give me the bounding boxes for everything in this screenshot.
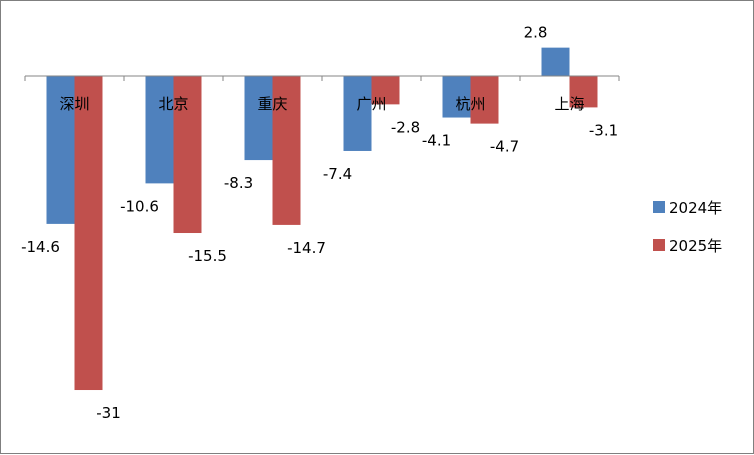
category-label-2: 北京 (158, 95, 188, 113)
bar-2-6 (569, 76, 598, 108)
value-label-1-3: -8.3 (224, 174, 253, 192)
bar-1-5 (442, 76, 471, 118)
category-label-4: 广州 (356, 95, 386, 113)
bar-2-1 (74, 76, 103, 391)
value-label-2-5: -4.7 (490, 138, 519, 156)
bar-1-4 (343, 76, 372, 151)
value-label-2-2: -15.5 (188, 247, 227, 265)
legend-label-2: 2025年 (669, 237, 722, 255)
plot-area: -14.6 -10.6 -8.3 -7.4 -4.1 2.8 -31 -15.5 -14.7 -2… (21, 24, 620, 422)
legend-label-1: 2024年 (669, 199, 722, 217)
value-label-1-5: -4.1 (422, 132, 451, 150)
value-label-2-3: -14.7 (287, 239, 326, 257)
bar-1-6 (541, 47, 570, 76)
legend: 2024年 2025年 (653, 199, 722, 255)
bar-2-4 (371, 76, 400, 105)
category-label-1: 深圳 (59, 95, 89, 113)
value-label-2-4: -2.8 (391, 118, 420, 136)
bar-1-2 (145, 76, 174, 184)
value-label-1-2: -10.6 (120, 197, 159, 215)
category-label-6: 上海 (554, 95, 584, 113)
bar-2-5 (470, 76, 499, 124)
bar-2-2 (173, 76, 202, 234)
bar-1-3 (244, 76, 273, 161)
value-label-1-1: -14.6 (21, 238, 60, 256)
bar-2-3 (272, 76, 301, 225)
category-label-3: 重庆 (257, 95, 287, 113)
bar-1-1 (46, 76, 75, 224)
value-label-1-4: -7.4 (323, 165, 352, 183)
legend-swatch-1 (653, 201, 665, 213)
value-label-2-6: -3.1 (589, 121, 618, 139)
value-label-1-6: 2.8 (524, 24, 548, 42)
category-label-5: 杭州 (455, 95, 485, 113)
value-label-2-1: -31 (96, 404, 121, 422)
legend-swatch-2 (653, 239, 665, 251)
